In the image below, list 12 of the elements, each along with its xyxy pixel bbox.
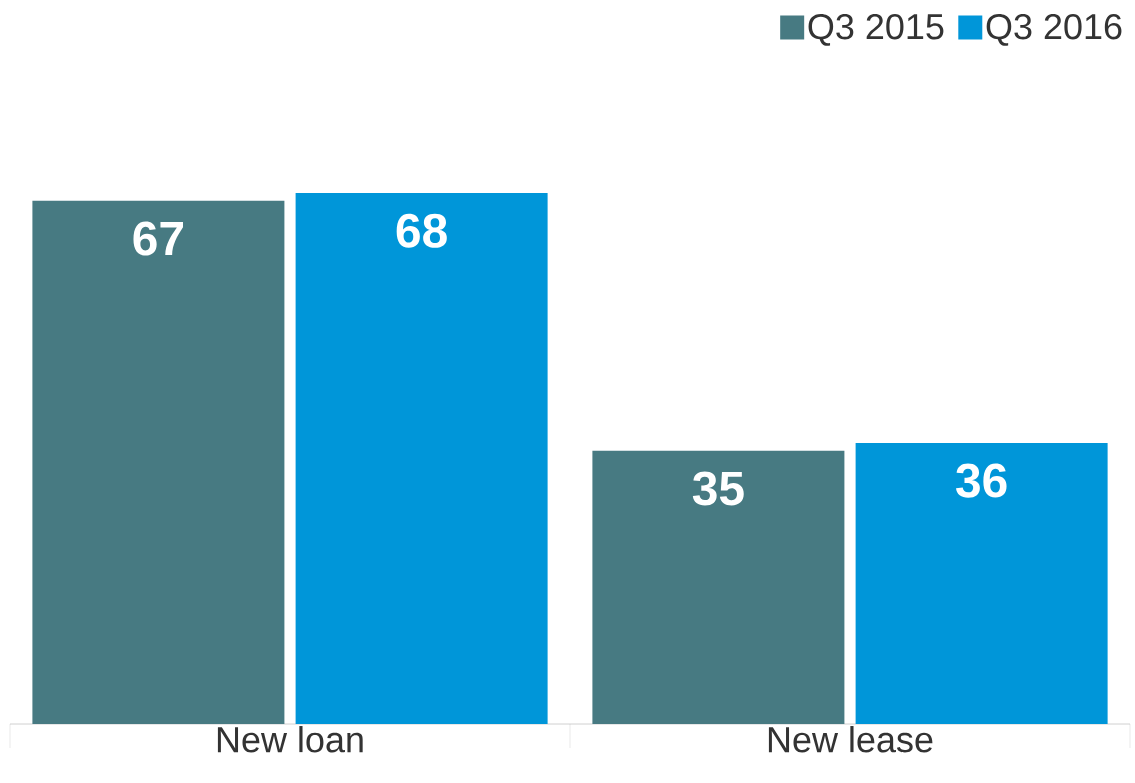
- legend-label: Q3 2016: [986, 13, 1122, 46]
- data-label: 67: [133, 221, 183, 256]
- legend-label: Q3 2015: [808, 13, 944, 46]
- bar: [592, 450, 845, 724]
- bar: [32, 200, 285, 724]
- bar: [855, 442, 1108, 724]
- bar: [295, 193, 548, 724]
- data-label: 35: [692, 471, 744, 506]
- x-tick-label: New loan: [217, 726, 363, 753]
- data-label: 36: [956, 463, 1007, 498]
- x-tick-label: New lease: [768, 726, 933, 753]
- data-label: 68: [396, 213, 447, 248]
